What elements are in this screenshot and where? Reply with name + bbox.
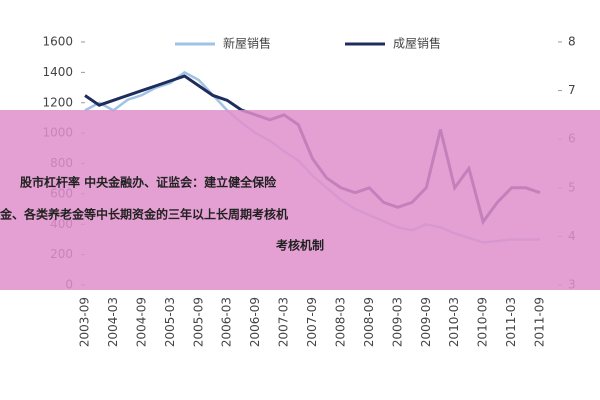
overlay-text: 金、各类养老金等中长期资金的三年以上长周期考核机 — [0, 207, 288, 222]
x-tick-label: 2005-03 — [163, 297, 177, 347]
x-tick-label: 2006-09 — [248, 297, 262, 347]
x-tick-label: 2004-03 — [106, 297, 120, 347]
x-tick-label: 2005-09 — [191, 297, 205, 347]
x-tick-label: 2006-03 — [220, 297, 234, 347]
x-tick-label: 2009-09 — [419, 297, 433, 347]
legend-label: 新屋销售 — [223, 36, 271, 51]
overlay-text: 考核机制 — [276, 238, 324, 253]
x-tick-label: 2008-09 — [362, 297, 376, 347]
x-tick-label: 2007-09 — [305, 297, 319, 347]
x-tick-label: 2010-09 — [476, 297, 490, 347]
y-tick-label: 1200 — [42, 95, 73, 109]
x-tick-label: 2008-03 — [333, 297, 347, 347]
x-tick-label: 2007-03 — [277, 297, 291, 347]
x-tick-label: 2011-09 — [533, 297, 547, 347]
y2-tick-label: 8 — [568, 35, 576, 49]
y-tick-label: 1400 — [42, 65, 73, 79]
legend-label: 成屋销售 — [393, 36, 441, 51]
x-tick-label: 2003-09 — [78, 297, 92, 347]
y2-tick-label: 7 — [568, 83, 576, 97]
overlay-text: 股市杠杆率 中央金融办、证监会：建立健全保险 — [20, 175, 277, 190]
x-tick-label: 2010-03 — [447, 297, 461, 347]
x-tick-label: 2004-09 — [134, 297, 148, 347]
x-tick-label: 2009-03 — [390, 297, 404, 347]
overlay-banner — [0, 110, 600, 290]
y-tick-label: 1600 — [42, 35, 73, 49]
x-tick-label: 2011-03 — [504, 297, 518, 347]
